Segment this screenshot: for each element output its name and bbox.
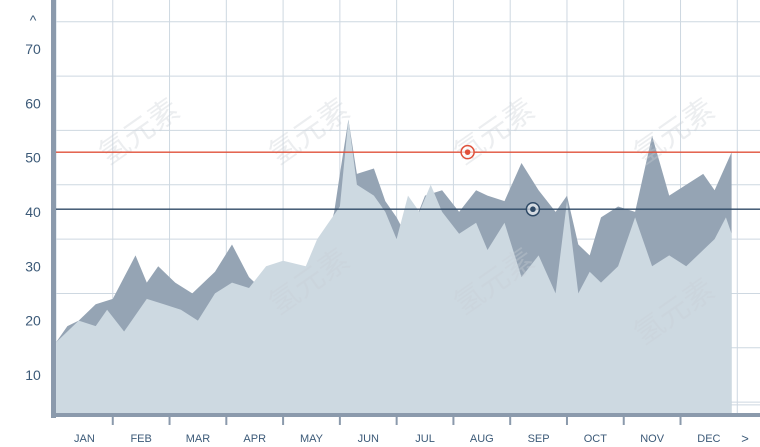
y-axis-bar [51,0,56,418]
y-tick-label: 70 [25,41,41,57]
x-tick-label: NOV [640,433,665,445]
x-tick-label: APR [243,433,266,445]
x-axis-bar [51,413,760,417]
reference-marker-dot [530,206,536,213]
area-series-light [56,119,732,413]
x-tick-label: MAR [186,433,211,445]
tick-labels: 10 20 30 40 50 60 70 JAN FEB MAR APR MAY JUN JUL AUG SE… [25,41,720,445]
y-tick-label: 40 [25,204,41,220]
watermark-text: 氢元素 [448,92,542,172]
x-tick-label: OCT [584,433,608,445]
x-tick-label: DEC [697,433,720,445]
y-tick-label: 30 [25,258,41,274]
y-tick-label: 60 [25,95,41,111]
x-tick-label: FEB [130,433,151,445]
reference-marker-dot [464,149,471,155]
watermark-text: 氢元素 [93,92,187,172]
x-tick-label: JUL [415,433,435,445]
y-axis-arrow: ^ [30,12,37,28]
x-tick-label: JUN [358,433,379,445]
x-axis-arrow: > [741,431,749,446]
y-tick-label: 20 [25,313,41,329]
reference-lines [56,144,760,217]
axes: ^ > [30,0,760,446]
x-tick-label: MAY [300,433,324,445]
x-tick-label: JAN [74,433,95,445]
y-tick-label: 10 [25,367,41,383]
y-tick-label: 50 [25,150,41,166]
x-tick-label: SEP [528,433,550,445]
watermark-text: 氢元素 [628,92,722,172]
x-tick-label: AUG [470,433,494,445]
area-series [56,119,732,413]
